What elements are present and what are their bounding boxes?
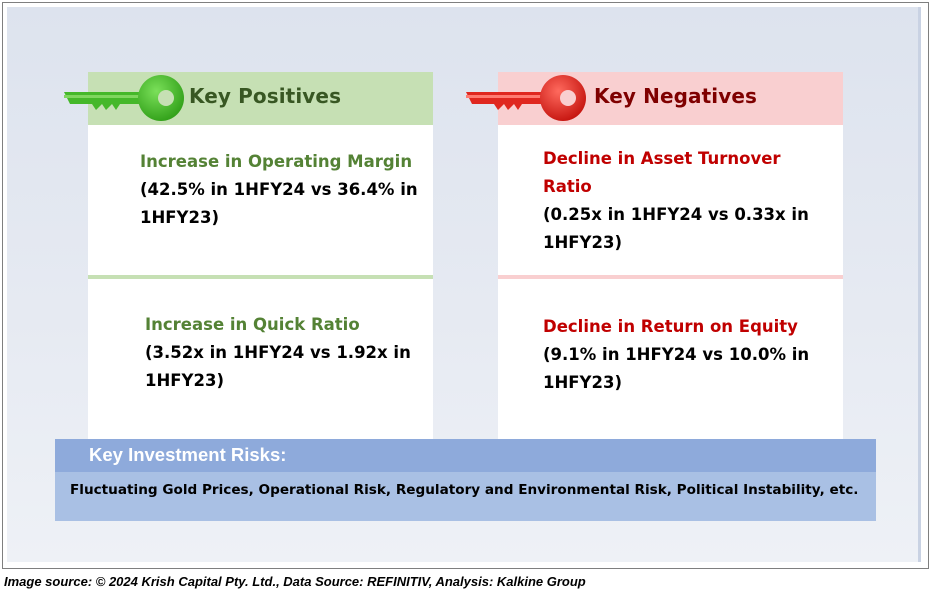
key-investment-risks-box: Key Investment Risks: Fluctuating Gold P… bbox=[55, 439, 876, 521]
negative-item-2-title: Decline in Return on Equity bbox=[543, 317, 798, 336]
key-investment-risks-title: Key Investment Risks: bbox=[89, 444, 287, 465]
negative-item-1-body-line1: (0.25x in 1HFY24 vs 0.33x in bbox=[543, 205, 809, 224]
negative-divider bbox=[498, 275, 843, 279]
negative-item-1-title-line1: Decline in Asset Turnover bbox=[543, 149, 781, 168]
negative-item-2-body-line1: (9.1% in 1HFY24 vs 10.0% in bbox=[543, 345, 810, 364]
positive-item-2-body-line2: 1HFY23) bbox=[145, 371, 225, 390]
negative-item-2-body-line2: 1HFY23) bbox=[543, 373, 623, 392]
key-investment-risks-text: Fluctuating Gold Prices, Operational Ris… bbox=[70, 482, 859, 498]
key-positives-card: Key Positives Increase in Operating Marg… bbox=[88, 72, 433, 439]
positive-item-1-title: Increase in Operating Margin bbox=[140, 152, 413, 171]
positive-item-1-body-line2: 1HFY23) bbox=[140, 208, 220, 227]
green-key-icon bbox=[64, 75, 184, 121]
key-investment-risks-header: Key Investment Risks: bbox=[55, 439, 876, 472]
key-negatives-title: Key Negatives bbox=[594, 84, 758, 108]
positive-item-2-body-line1: (3.52x in 1HFY24 vs 1.92x in bbox=[145, 343, 411, 362]
negative-item-1-title-line2: Ratio bbox=[543, 177, 592, 196]
red-key-icon bbox=[466, 75, 586, 121]
positive-item-1-body-line1: (42.5% in 1HFY24 vs 36.4% in bbox=[140, 180, 418, 199]
key-positives-header: Key Positives bbox=[88, 72, 433, 125]
positive-item-2-title: Increase in Quick Ratio bbox=[145, 315, 360, 334]
key-positives-title: Key Positives bbox=[189, 84, 342, 108]
positive-divider bbox=[88, 275, 433, 279]
key-negatives-card: Key Negatives Decline in Asset Turnover … bbox=[498, 72, 843, 439]
negative-item-1-body-line2: 1HFY23) bbox=[543, 233, 623, 252]
image-source-caption: Image source: © 2024 Krish Capital Pty. … bbox=[4, 574, 586, 589]
